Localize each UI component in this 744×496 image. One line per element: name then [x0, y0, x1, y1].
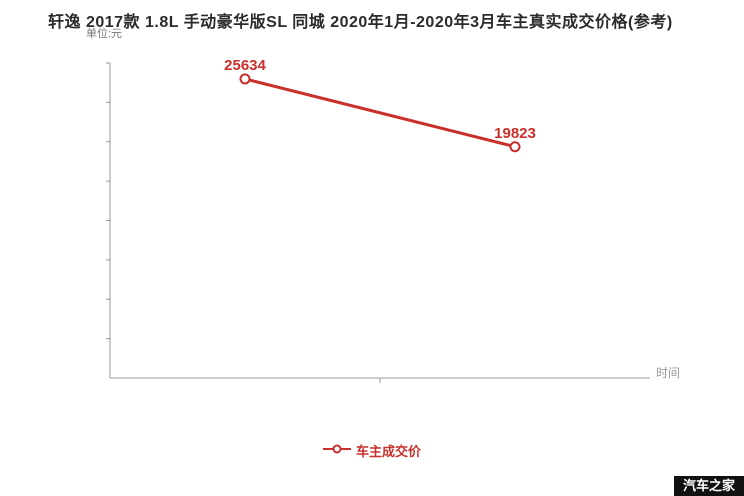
y-axis-unit-label: 单位:元 — [86, 28, 123, 40]
chart-title: 轩逸 2017款 1.8L 手动豪华版SL 同城 2020年1月-2020年3月… — [48, 14, 673, 31]
data-point-label: 25634 — [224, 56, 266, 74]
data-point-marker — [509, 141, 521, 153]
x-axis-label: 时间 — [656, 366, 681, 380]
legend-label: 车主成交价 — [355, 444, 422, 459]
series-line — [244, 77, 516, 149]
legend: 车主成交价 — [322, 441, 422, 460]
data-point-label: 19823 — [494, 124, 536, 142]
legend-line-marker-icon — [322, 442, 351, 460]
data-point-marker — [239, 73, 251, 85]
autohome-watermark: 汽车之家 — [673, 476, 744, 496]
